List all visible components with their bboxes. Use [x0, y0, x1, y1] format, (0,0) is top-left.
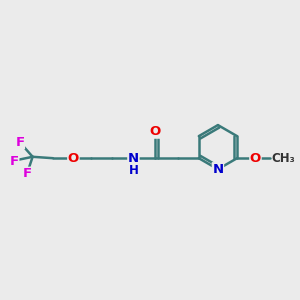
Text: O: O	[68, 152, 79, 165]
Text: F: F	[22, 167, 32, 180]
Text: H: H	[128, 164, 138, 177]
Text: F: F	[15, 136, 25, 148]
Text: CH₃: CH₃	[272, 152, 295, 165]
Text: N: N	[128, 152, 139, 165]
Text: O: O	[250, 152, 261, 165]
Text: N: N	[212, 163, 224, 176]
Text: O: O	[150, 125, 161, 138]
Text: F: F	[10, 154, 19, 167]
